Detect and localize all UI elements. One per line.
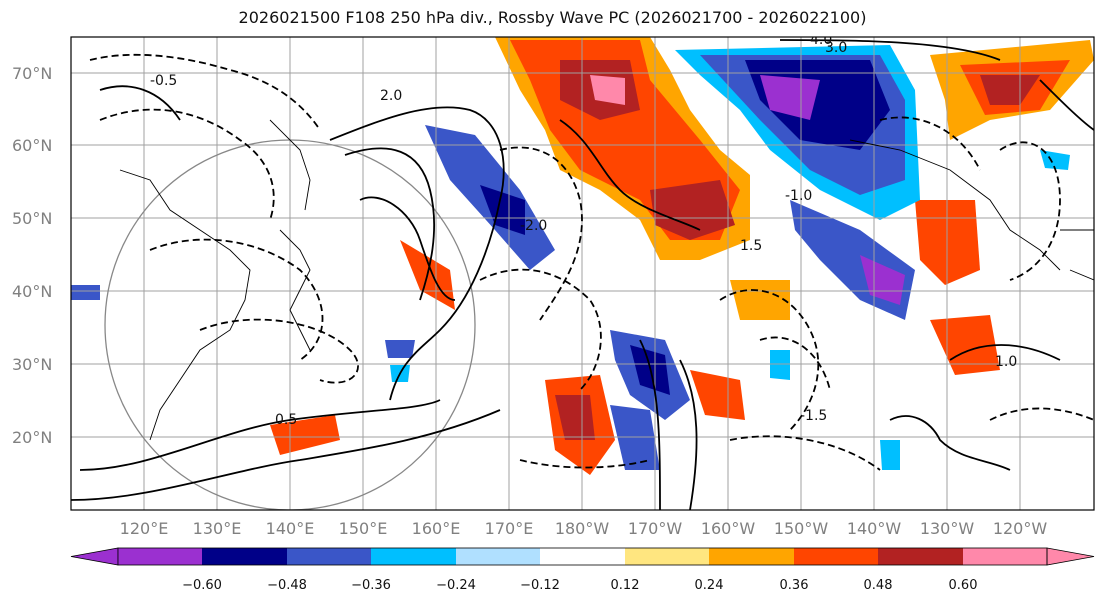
lon-label: 120°W [993,519,1048,538]
latitude-labels: 70°N 60°N 50°N 40°N 30°N 20°N [12,64,52,447]
contour-label: -2.0 [520,218,547,234]
negative-shading [385,340,415,358]
colorbar-tick-label: −0.48 [267,578,307,593]
negative-contours [89,53,1094,471]
contour-label: 3.0 [825,40,847,56]
lon-label: 130°E [193,519,242,538]
longitude-labels: 120°E 130°E 140°E 150°E 160°E 170°E 180°… [120,519,1048,538]
plot-frame [70,36,1095,511]
contour-label: -1.0 [785,188,812,204]
negative-shading [860,255,905,305]
positive-shading [730,280,790,320]
colorbar [70,547,1095,566]
lon-label: 140°E [266,519,315,538]
lat-label: 40°N [12,282,52,301]
lon-label: 170°W [628,519,683,538]
lon-label: 180°W [555,519,610,538]
shading-layer [71,37,1094,475]
lon-label: 140°W [847,519,902,538]
lat-label: 30°N [12,355,52,374]
positive-shading [980,75,1040,105]
negative-shading [71,285,100,300]
colorbar-outline [117,547,1048,566]
colorbar-tick-label: −0.36 [351,578,391,593]
negative-shading [880,440,900,470]
colorbar-segment [878,548,963,565]
colorbar-tick-label: 0.60 [949,578,978,593]
lon-label: 160°E [412,519,461,538]
contour-label: -0.5 [150,73,177,89]
negative-shading [770,350,790,380]
colorbar-arrow-high [1046,547,1095,566]
colorbar-segment [287,548,371,565]
negative-shading [760,75,820,120]
positive-shading [555,395,595,440]
lon-label: 120°E [120,519,169,538]
colorbar-ticks: −0.60 −0.48 −0.36 −0.24 −0.12 0.12 0.24 … [182,578,977,593]
contour-labels: -0.5 -1.0 -1.5 -2.0 0.5 1.0 1.5 2.0 3.0 … [150,32,1017,428]
lat-label: 20°N [12,428,52,447]
lon-label: 150°E [339,519,388,538]
contour-label: 2.0 [380,88,402,104]
colorbar-segment [709,548,794,565]
lon-label: 150°W [774,519,829,538]
lat-label: 50°N [12,209,52,228]
negative-shading [480,185,525,235]
colorbar-segment [540,548,625,565]
map-title: 2026021500 F108 250 hPa div., Rossby Wav… [238,8,867,27]
colorbar-tick-label: −0.60 [182,578,222,593]
lat-label: 70°N [12,64,52,83]
colorbar-segment [118,548,202,565]
negative-shading [1040,150,1070,170]
positive-shading [590,75,625,105]
colorbar-segment [371,548,456,565]
contour-label: 1.0 [995,354,1017,370]
colorbar-segment [456,548,540,565]
coastlines [119,119,1094,441]
positive-contours [71,39,1094,510]
positive-shading [690,370,745,420]
colorbar-tick-label: 0.48 [864,578,893,593]
positive-shading [270,415,340,455]
colorbar-arrow-low [70,547,119,566]
colorbar-segment [963,548,1047,565]
contour-label: 4.0 [810,32,832,48]
lon-label: 130°W [920,519,975,538]
lon-label: 160°W [701,519,756,538]
colorbar-segment [625,548,709,565]
colorbar-tick-label: 0.24 [695,578,724,593]
positive-shading [650,180,735,240]
contour-label: 0.5 [275,412,297,428]
lon-label: 170°E [485,519,534,538]
contour-label: 1.5 [740,238,762,254]
colorbar-tick-label: 0.36 [780,578,809,593]
lat-label: 60°N [12,136,52,155]
colorbar-tick-label: −0.24 [436,578,476,593]
colorbar-tick-label: 0.12 [611,578,640,593]
colorbar-segment [794,548,878,565]
gridlines [71,37,1094,510]
colorbar-tick-label: −0.12 [520,578,560,593]
colorbar-segment [202,548,287,565]
contour-label: -1.5 [800,408,827,424]
